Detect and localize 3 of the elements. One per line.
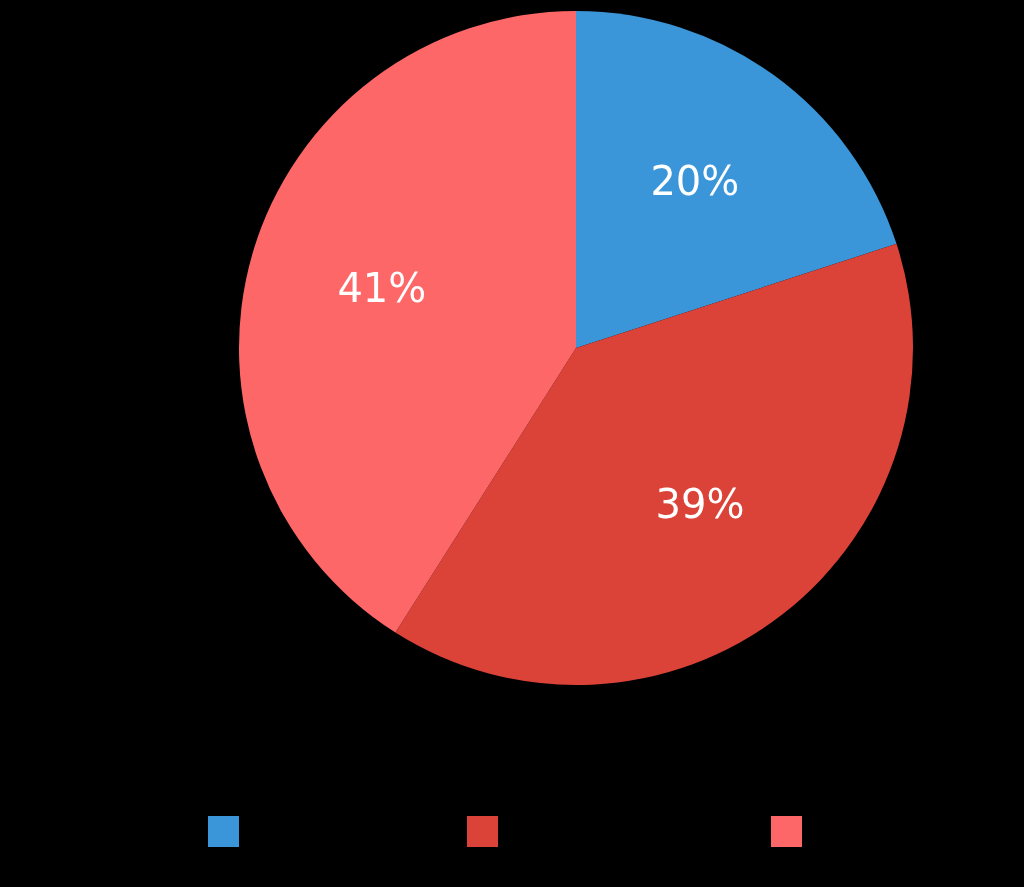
data-label: 41%	[337, 264, 427, 311]
data-label: 39%	[655, 481, 745, 528]
data-label: 20%	[650, 157, 740, 204]
